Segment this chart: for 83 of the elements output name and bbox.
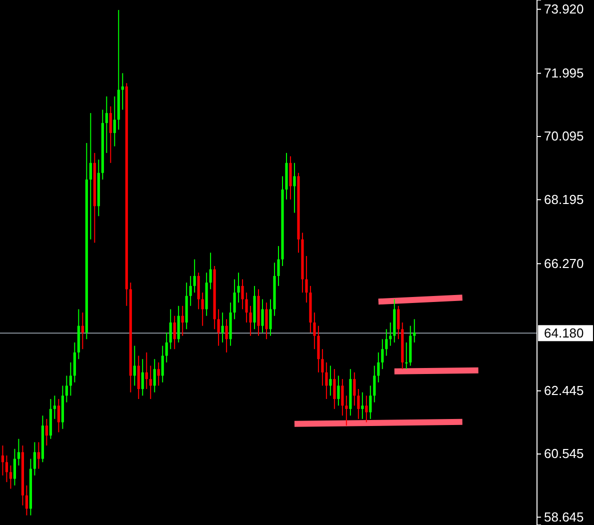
y-tick-label: 60.545	[544, 446, 584, 462]
candlestick	[173, 315, 176, 350]
candlestick	[45, 418, 48, 446]
candlestick	[25, 484, 28, 516]
candlestick	[217, 308, 220, 346]
y-tick-label: 73.920	[544, 1, 584, 16]
candlestick	[141, 358, 144, 396]
y-tick-label: 66.270	[544, 256, 584, 271]
candlestick	[1, 445, 4, 476]
candlestick	[293, 162, 296, 214]
candlestick	[181, 305, 184, 336]
candlestick	[377, 352, 380, 383]
candlestick	[165, 332, 168, 363]
candlestick	[73, 342, 76, 383]
candlestick	[225, 318, 228, 353]
candlestick	[81, 312, 84, 350]
candlestick	[357, 388, 360, 420]
candlestick	[397, 305, 400, 340]
candlestick	[289, 156, 292, 200]
candlestick	[177, 305, 180, 343]
ref-line-label: 64.180	[544, 326, 584, 341]
candlestick	[345, 395, 348, 426]
candlestick	[13, 448, 16, 486]
candlestick	[385, 328, 388, 356]
candlestick	[189, 275, 192, 306]
candlestick	[221, 312, 224, 343]
candlestick	[65, 375, 68, 403]
candlestick	[337, 375, 340, 406]
candlestick	[365, 395, 368, 423]
candlestick	[317, 325, 320, 373]
candlestick	[133, 345, 136, 386]
candlestick	[153, 358, 156, 393]
candlestick	[53, 395, 56, 420]
candlestick	[89, 112, 92, 240]
candlestick	[333, 368, 336, 410]
candlestick	[353, 372, 356, 406]
candlestick	[149, 365, 152, 400]
candlestick	[209, 252, 212, 290]
candlestick	[57, 398, 60, 433]
candlestick	[9, 464, 12, 490]
y-tick-label: 71.995	[544, 65, 584, 80]
candlestick	[373, 365, 376, 403]
candlestick	[341, 378, 344, 416]
candlestick	[381, 338, 384, 370]
candlestick	[37, 442, 40, 470]
candlestick	[405, 342, 408, 370]
candlestick	[305, 256, 308, 304]
y-tick-label: 70.095	[544, 128, 584, 144]
candlestick	[193, 258, 196, 294]
candlestick	[321, 348, 324, 386]
candlestick	[69, 362, 72, 396]
candlestick	[201, 292, 204, 326]
candlestick	[145, 352, 148, 390]
candlestick	[197, 272, 200, 310]
candlestick	[261, 298, 264, 333]
candlestick	[169, 308, 172, 350]
candlestick	[121, 72, 124, 110]
candlestick	[113, 96, 116, 147]
candlestick	[369, 385, 372, 420]
y-tick-label: 62.445	[544, 383, 584, 398]
candlestick	[237, 272, 240, 304]
candlestick	[17, 438, 20, 466]
candlestick	[313, 312, 316, 350]
candlestick	[241, 278, 244, 310]
candlestick	[361, 392, 364, 420]
candlestick	[249, 305, 252, 336]
candlestick	[109, 106, 112, 164]
candlestick	[161, 345, 164, 383]
candlestick	[277, 246, 280, 286]
candlestick	[325, 362, 328, 400]
candlestick	[269, 298, 272, 336]
y-tick-label: 58.645	[544, 509, 584, 524]
candlestick	[233, 278, 236, 320]
candlestick	[33, 442, 36, 476]
candlestick	[245, 292, 248, 324]
candlestick	[265, 302, 268, 340]
y-tick-label: 68.195	[544, 192, 584, 207]
candlestick	[5, 455, 8, 483]
candlestick	[413, 318, 416, 343]
candlestick	[329, 365, 332, 396]
candlestick	[105, 96, 108, 154]
candlestick	[137, 355, 140, 400]
candlestick	[157, 362, 160, 386]
